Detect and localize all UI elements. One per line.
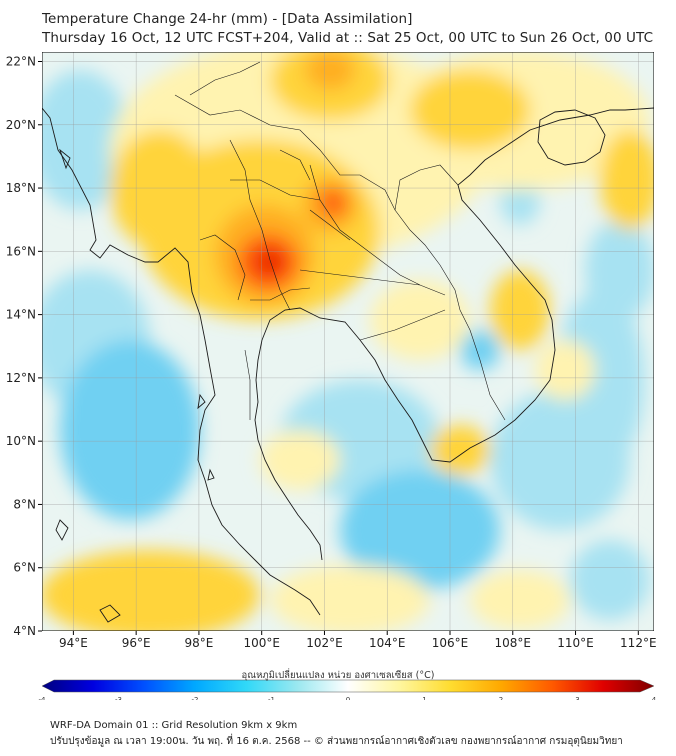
lon-label: 108°E <box>495 636 532 650</box>
warm-area <box>600 130 654 230</box>
lon-label: 102°E <box>306 636 343 650</box>
border <box>359 174 471 331</box>
lon-label: 94°E <box>59 636 88 650</box>
lat-label: 6°N <box>13 561 36 575</box>
island-coast <box>55 519 69 541</box>
border <box>199 234 246 301</box>
map-title: Temperature Change 24-hr (mm) - [Data As… <box>42 11 413 27</box>
cool-area <box>585 220 654 320</box>
warm-area <box>270 565 430 631</box>
lon-label: 100°E <box>243 636 280 650</box>
warm-area <box>490 270 550 350</box>
map-figure: 22°N 20°N 18°N 16°N 14°N 12°N 10°N 8°N 6°N 4°N 94°… <box>6 52 657 700</box>
border <box>394 164 459 211</box>
hainan-coast <box>537 109 606 166</box>
warm-area <box>535 340 595 400</box>
border <box>174 94 360 176</box>
lat-label: 12°N <box>6 371 36 385</box>
footer-model-info: WRF-DA Domain 01 :: Grid Resolution 9km … <box>50 720 298 731</box>
island-coast <box>59 148 71 170</box>
hot-area <box>305 52 355 90</box>
colorbar-tick-label: 4 <box>652 696 657 700</box>
warm-area <box>110 130 210 250</box>
lon-label: 112°E <box>620 636 657 650</box>
colorbar-ticks: -4 -3 -2 -1 0 1 2 3 4 <box>39 696 657 700</box>
temperature-field <box>42 52 654 631</box>
border <box>230 179 321 201</box>
colorbar-tick-label: 3 <box>575 696 579 700</box>
lat-label: 14°N <box>6 308 36 322</box>
island-coast <box>197 393 206 410</box>
admin-borders <box>174 61 506 421</box>
warm-area <box>470 570 570 630</box>
warm-area <box>430 425 490 475</box>
map-area <box>42 52 654 631</box>
island-coast <box>99 604 121 623</box>
border <box>309 209 351 241</box>
cool-area <box>570 540 650 620</box>
colorbar: -4 -3 -2 -1 0 1 2 3 4 <box>39 679 657 700</box>
lat-label: 4°N <box>13 624 36 638</box>
border <box>359 309 446 341</box>
lat-label: 20°N <box>6 118 36 132</box>
graticule <box>42 52 654 631</box>
border <box>229 139 291 311</box>
border <box>279 149 311 181</box>
border <box>250 287 311 301</box>
lat-label: 22°N <box>6 54 36 68</box>
border <box>189 61 261 96</box>
lon-label: 98°E <box>184 636 213 650</box>
cool-area <box>460 330 500 370</box>
map-subtitle: Thursday 16 Oct, 12 UTC FCST+204, Valid … <box>42 30 654 46</box>
hot-area <box>256 249 284 275</box>
cool-area <box>42 70 130 210</box>
mainland-coastline <box>42 107 321 616</box>
lon-label: 106°E <box>432 636 469 650</box>
colorbar-label: อุณหภูมิเปลี่ยนแปลง หน่วย องศาเซลเซียส (… <box>241 670 435 681</box>
lon-label: 96°E <box>122 636 151 650</box>
peninsula-east-coast <box>254 339 323 561</box>
footer-update-info: ปรับปรุงข้อมูล ณ เวลา 19:00น. วัน พฤ. ที… <box>50 736 623 747</box>
warm-area <box>410 70 530 150</box>
warm-area <box>260 430 340 490</box>
colorbar-tick-label: -4 <box>39 696 47 700</box>
lon-label: 110°E <box>557 636 594 650</box>
colorbar-tick-label: 2 <box>499 696 503 700</box>
lat-label: 10°N <box>6 434 36 448</box>
colorbar-tick-label: 1 <box>422 696 426 700</box>
lat-label: 16°N <box>6 244 36 258</box>
axis-labels: 22°N 20°N 18°N 16°N 14°N 12°N 10°N 8°N 6°N 4°N 94°… <box>6 54 657 650</box>
colorbar-tick-label: 0 <box>346 696 350 700</box>
cool-area <box>555 290 645 470</box>
lat-label: 18°N <box>6 181 36 195</box>
border <box>469 329 506 421</box>
lon-label: 104°E <box>369 636 406 650</box>
warm-area <box>42 550 260 631</box>
colorbar-tick-label: -2 <box>192 696 199 700</box>
border <box>299 269 446 296</box>
island-coast <box>207 468 215 481</box>
lat-label: 8°N <box>13 497 36 511</box>
colorbar-tick-label: -3 <box>115 696 122 700</box>
hot-area <box>319 189 347 217</box>
cool-area <box>60 340 200 520</box>
colorbar-tick-label: -1 <box>268 696 275 700</box>
cool-area <box>340 470 500 590</box>
border <box>244 349 251 420</box>
colorbar-bar <box>41 679 655 693</box>
